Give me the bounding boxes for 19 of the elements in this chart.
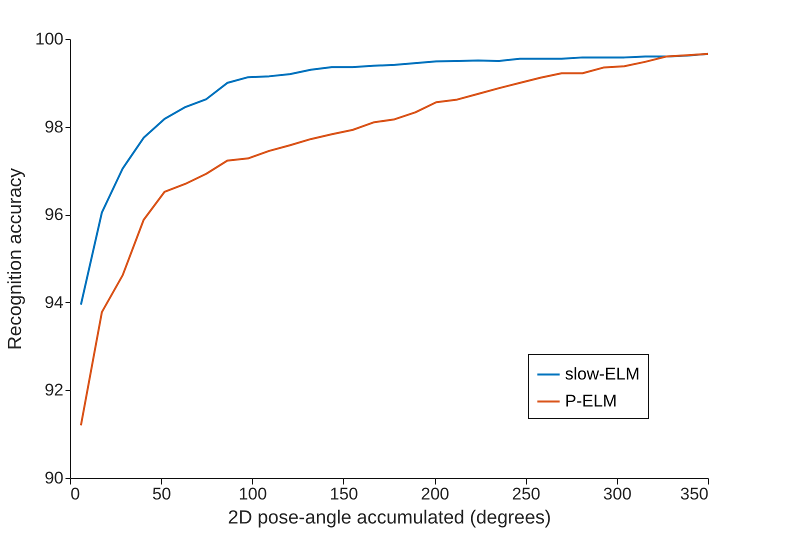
x-tick-label: 150 (330, 484, 358, 504)
line-series (80, 52, 709, 426)
x-tick-label: 250 (512, 484, 540, 504)
x-tick-label: 50 (152, 484, 172, 504)
x-tick-label: 100 (238, 484, 267, 504)
x-tick-label: 350 (680, 484, 708, 504)
x-tick-label: 0 (70, 484, 80, 504)
y-tick-label: 94 (44, 292, 64, 312)
x-tick-label: 200 (420, 484, 450, 504)
y-tick-label: 98 (44, 117, 64, 136)
y-tick-label: 90 (44, 468, 64, 488)
x-tick-label: 300 (603, 484, 632, 504)
legend-label: slow-ELM (565, 364, 640, 384)
y-axis-title: Recognition accuracy (5, 168, 26, 350)
y-tick-label: 100 (35, 30, 64, 48)
x-axis-title: 2D pose-angle accumulated (degrees) (228, 508, 552, 528)
y-tick-label: 96 (44, 205, 64, 224)
legend-label: P-ELM (565, 392, 617, 410)
y-tick-label: 92 (44, 380, 64, 400)
